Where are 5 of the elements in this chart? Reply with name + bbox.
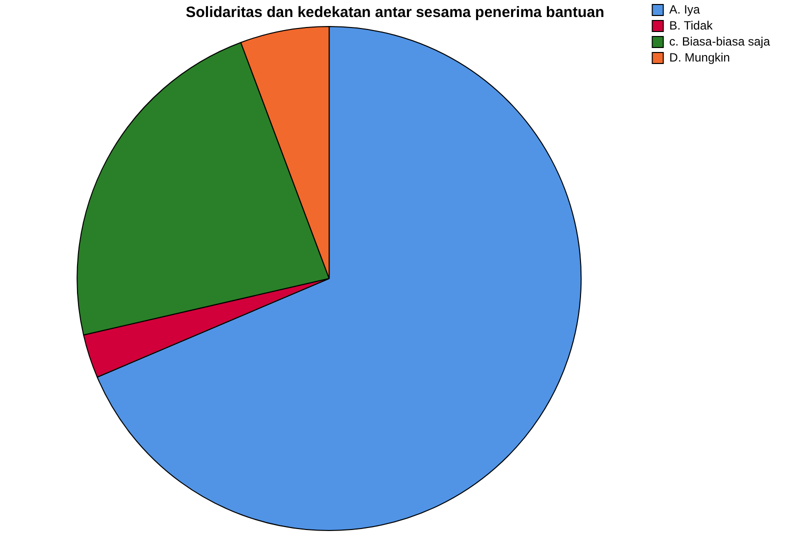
legend-label: B. Tidak	[669, 18, 714, 32]
legend-label: A. Iya	[669, 2, 700, 16]
legend-label: c. Biasa-biasa saja	[669, 34, 770, 48]
chart-title: Solidaritas dan kedekatan antar sesama penerima bantuan	[186, 4, 604, 22]
legend-label: D. Mungkin	[669, 50, 730, 64]
